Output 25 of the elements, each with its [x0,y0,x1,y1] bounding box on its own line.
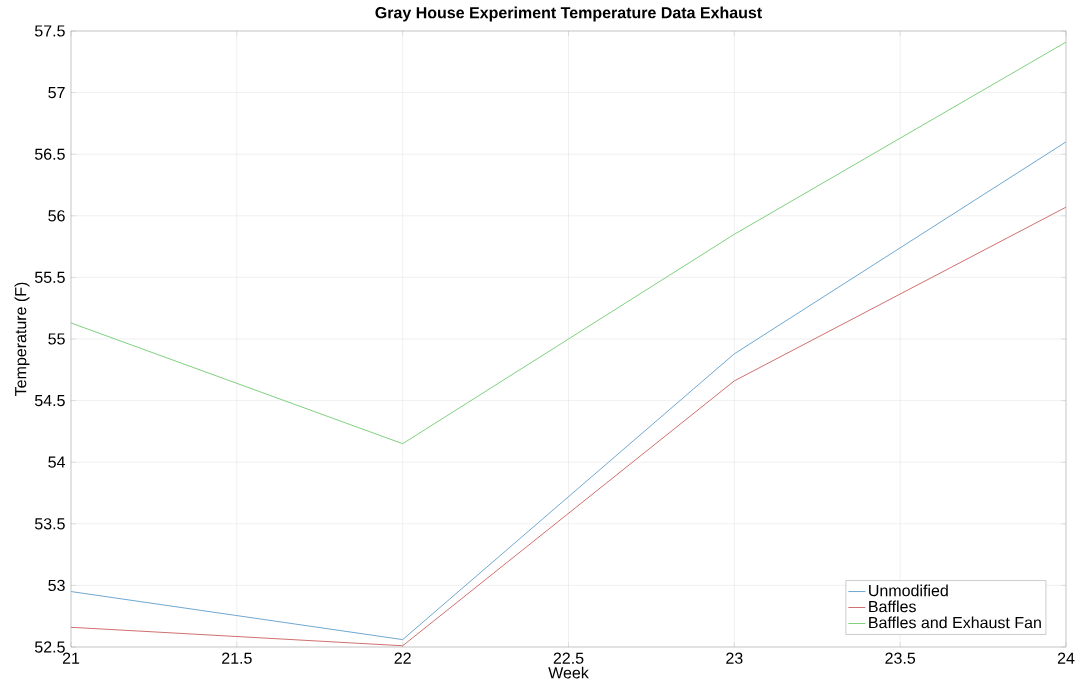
y-tick-label: 55 [48,333,65,345]
y-tick-label: 55.5 [34,271,65,283]
x-tick-label: 23.5 [885,652,916,664]
x-tick-label: 24 [1057,652,1075,664]
y-tick-label: 57.5 [34,25,65,37]
legend-label: Baffles and Exhaust Fan [869,616,1041,629]
x-axis-title: Week [548,666,589,679]
x-tick-label: 22 [394,652,411,664]
y-tick-label: 53.5 [34,518,65,530]
legend-label: Unmodified [869,584,948,597]
y-tick-label: 52.5 [34,641,65,653]
y-tick-label: 56 [48,210,65,222]
x-tick-label: 22.5 [553,652,584,664]
x-tick-label: 23 [726,652,743,664]
legend-label: Baffles [869,600,916,613]
y-tick-label: 56.5 [34,148,65,160]
line-series [71,41,1067,445]
y-axis-title: Temperature (F) [14,282,30,396]
x-tick-label: 21 [62,652,80,664]
y-tick-label: 57 [48,87,65,99]
y-tick-label: 54 [48,456,65,468]
x-tick-label: 21.5 [222,652,252,664]
y-tick-label: 53 [48,579,65,592]
chart-title: Gray House Experiment Temperature Data Exhaust [375,6,762,22]
y-tick-label: 54.5 [34,395,65,407]
